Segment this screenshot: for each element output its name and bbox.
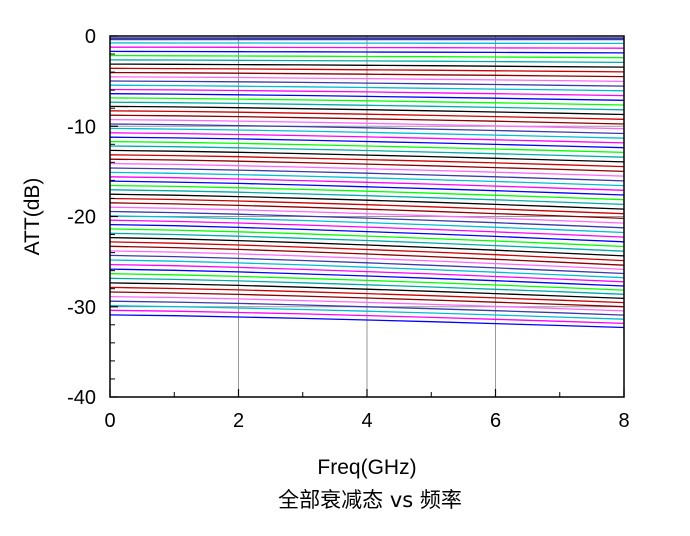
- x-axis-label: Freq(GHz): [317, 456, 416, 479]
- series-line-state-42: [109, 219, 625, 238]
- series-line-state-50: [109, 254, 625, 275]
- series-line-state-12: [109, 88, 625, 97]
- series-line-state-18: [109, 114, 625, 125]
- y-tick-label: -20: [67, 207, 96, 229]
- series-line-state-57: [109, 286, 625, 304]
- series-line-state-39: [109, 206, 625, 224]
- axis-ticks: 0 2 4 6 8 0 -10 -20 -30 -40: [67, 26, 629, 432]
- series-line-state-20: [109, 123, 625, 135]
- y-tick-label: -40: [67, 387, 96, 409]
- series-line-state-1: [109, 42, 624, 45]
- series-line-state-35: [109, 189, 625, 206]
- series-line-state-14: [109, 97, 625, 106]
- series-line-state-16: [109, 105, 625, 116]
- x-tick-label: 2: [233, 410, 244, 432]
- series-line-state-44: [109, 228, 625, 248]
- series-line-state-63: [109, 314, 625, 329]
- series-line-state-58: [109, 291, 625, 308]
- series-line-state-36: [109, 193, 625, 210]
- series-line-state-53: [109, 268, 625, 287]
- series-line-state-21: [109, 127, 625, 139]
- series-line-state-56: [109, 282, 625, 300]
- series-line-state-2: [110, 46, 625, 49]
- y-tick-label: 0: [85, 26, 96, 48]
- series-line-state-41: [109, 215, 625, 234]
- x-tick-label: 0: [104, 410, 115, 432]
- series-line-state-26: [109, 149, 625, 163]
- series-line-state-33: [109, 180, 625, 196]
- series-line-state-54: [109, 273, 625, 291]
- series-line-state-11: [109, 84, 625, 92]
- y-axis-label: ATT(dB): [21, 178, 44, 256]
- series-line-state-13: [109, 93, 625, 101]
- chart-caption: 全部衰减态 vs 频率: [278, 488, 462, 512]
- series-line-state-48: [109, 245, 625, 266]
- series-line-state-47: [109, 241, 625, 262]
- series-line-state-29: [109, 162, 625, 177]
- series-line-state-43: [109, 223, 625, 243]
- series-line-state-7: [109, 67, 625, 73]
- series-line-state-62: [109, 309, 625, 325]
- series-line-state-40: [109, 210, 625, 229]
- series-line-state-61: [109, 305, 625, 320]
- x-tick-label: 4: [361, 410, 372, 432]
- series-line-state-23: [109, 136, 625, 149]
- series-line-state-22: [109, 132, 625, 144]
- x-tick-label: 6: [490, 410, 501, 432]
- series-line-state-28: [109, 158, 625, 173]
- series-line-state-30: [109, 167, 625, 182]
- series-line-state-5: [109, 59, 625, 64]
- series-line-state-19: [109, 118, 625, 130]
- series-line-state-17: [109, 110, 625, 120]
- series-line-state-24: [109, 140, 625, 154]
- series-line-state-3: [109, 50, 625, 54]
- series-line-state-38: [109, 202, 625, 220]
- series-line-state-49: [109, 250, 625, 271]
- series-line-state-25: [109, 145, 625, 158]
- series-group: [109, 37, 625, 329]
- series-line-state-8: [109, 71, 625, 78]
- series-line-state-55: [109, 277, 625, 295]
- series-line-state-15: [109, 101, 625, 111]
- y-tick-label: -30: [67, 297, 96, 319]
- series-line-state-6: [109, 63, 625, 68]
- series-line-state-45: [109, 232, 625, 252]
- series-line-state-27: [109, 154, 625, 168]
- series-line-state-32: [109, 176, 625, 191]
- y-tick-label: -10: [67, 116, 96, 138]
- series-line-state-59: [109, 295, 625, 312]
- series-line-state-10: [109, 80, 625, 87]
- series-line-state-34: [109, 184, 625, 201]
- series-line-state-9: [109, 76, 625, 83]
- x-tick-label: 8: [618, 410, 629, 432]
- series-line-state-31: [109, 171, 625, 187]
- series-line-state-46: [109, 236, 625, 257]
- series-line-state-52: [109, 263, 625, 283]
- series-line-state-51: [109, 259, 625, 279]
- series-line-state-60: [109, 300, 625, 316]
- series-line-state-4: [109, 54, 625, 59]
- series-line-state-37: [109, 197, 625, 215]
